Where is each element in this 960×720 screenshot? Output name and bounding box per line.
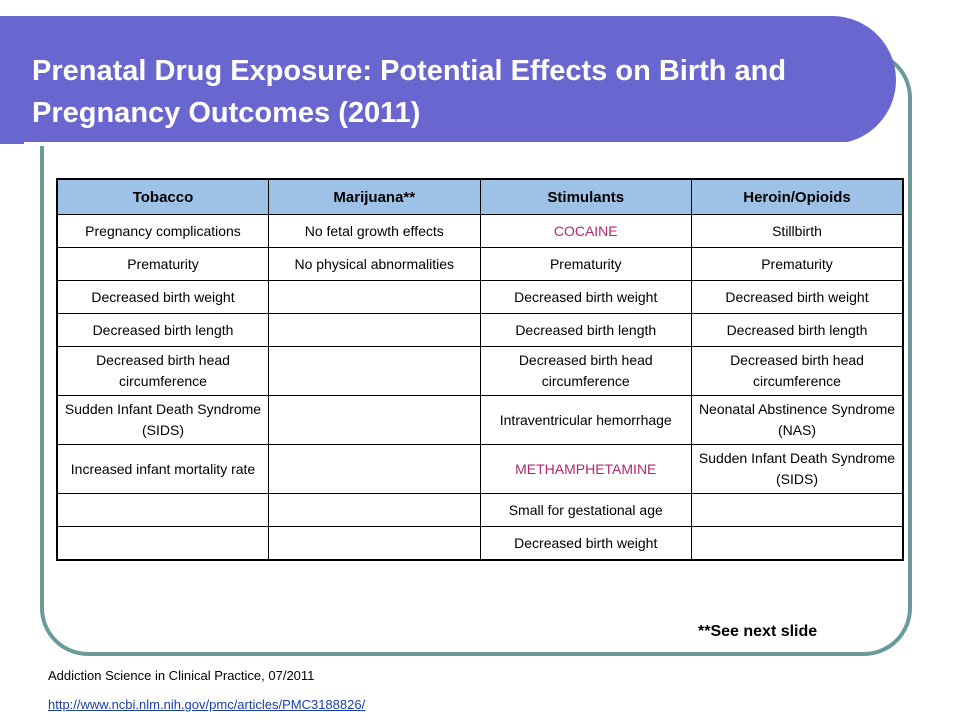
table-cell: Decreased birth weight [479, 280, 692, 314]
table-cell: No physical abnormalities [268, 247, 481, 281]
table-cell [268, 526, 481, 561]
title-banner: Prenatal Drug Exposure: Potential Effect… [0, 16, 896, 146]
table-cell: Intraventricular hemorrhage [479, 395, 692, 445]
table-cell: Decreased birth length [691, 313, 904, 347]
table-cell: Decreased birth head circumference [479, 346, 692, 396]
table-row: Decreased birth weight Decreased birth w… [56, 280, 904, 314]
header-marijuana: Marijuana** [268, 178, 481, 215]
table-cell [268, 313, 481, 347]
table-cell: Small for gestational age [479, 493, 692, 527]
table-cell [691, 526, 904, 561]
header-heroin-opioids: Heroin/Opioids [691, 178, 904, 215]
table-cell-drug-heading: METHAMPHETAMINE [479, 444, 692, 494]
table-cell [268, 346, 481, 396]
table-cell: Prematurity [479, 247, 692, 281]
table-row: Decreased birth weight [56, 526, 904, 561]
table-cell [268, 493, 481, 527]
table-cell: Decreased birth weight [691, 280, 904, 314]
table-cell [268, 395, 481, 445]
table-cell: Decreased birth length [479, 313, 692, 347]
table-cell: Decreased birth length [56, 313, 269, 347]
table-row: Pregnancy complications No fetal growth … [56, 214, 904, 248]
table-cell: Prematurity [56, 247, 269, 281]
table-cell: Increased infant mortality rate [56, 444, 269, 494]
title-underline [24, 142, 848, 146]
table-cell: Pregnancy complications [56, 214, 269, 248]
see-next-slide-note: **See next slide [698, 623, 818, 640]
table-cell [691, 493, 904, 527]
table-cell [268, 444, 481, 494]
table-cell: Decreased birth head circumference [691, 346, 904, 396]
table-cell-drug-heading: COCAINE [479, 214, 692, 248]
table-header-row: Tobacco Marijuana** Stimulants Heroin/Op… [56, 178, 904, 215]
table-cell [56, 526, 269, 561]
header-tobacco: Tobacco [56, 178, 269, 215]
table-cell: Decreased birth head circumference [56, 346, 269, 396]
table-row: Sudden Infant Death Syndrome (SIDS) Intr… [56, 395, 904, 445]
table-container: Tobacco Marijuana** Stimulants Heroin/Op… [56, 178, 904, 561]
table-cell [268, 280, 481, 314]
table-row: Decreased birth length Decreased birth l… [56, 313, 904, 347]
table-cell: Prematurity [691, 247, 904, 281]
source-citation: Addiction Science in Clinical Practice, … [48, 668, 315, 683]
table-cell: Sudden Infant Death Syndrome (SIDS) [691, 444, 904, 494]
table-cell: Sudden Infant Death Syndrome (SIDS) [56, 395, 269, 445]
table-row: Decreased birth head circumference Decre… [56, 346, 904, 396]
table-cell [56, 493, 269, 527]
drug-effects-table: Tobacco Marijuana** Stimulants Heroin/Op… [56, 178, 904, 561]
table-row: Increased infant mortality rate METHAMPH… [56, 444, 904, 494]
table-cell: Neonatal Abstinence Syndrome (NAS) [691, 395, 904, 445]
slide-title: Prenatal Drug Exposure: Potential Effect… [32, 55, 787, 129]
table-cell: Decreased birth weight [479, 526, 692, 561]
table-cell: No fetal growth effects [268, 214, 481, 248]
table-row: Prematurity No physical abnormalities Pr… [56, 247, 904, 281]
table-row: Small for gestational age [56, 493, 904, 527]
header-stimulants: Stimulants [479, 178, 692, 215]
table-cell: Stillbirth [691, 214, 904, 248]
source-link[interactable]: http://www.ncbi.nlm.nih.gov/pmc/articles… [48, 697, 366, 712]
table-cell: Decreased birth weight [56, 280, 269, 314]
